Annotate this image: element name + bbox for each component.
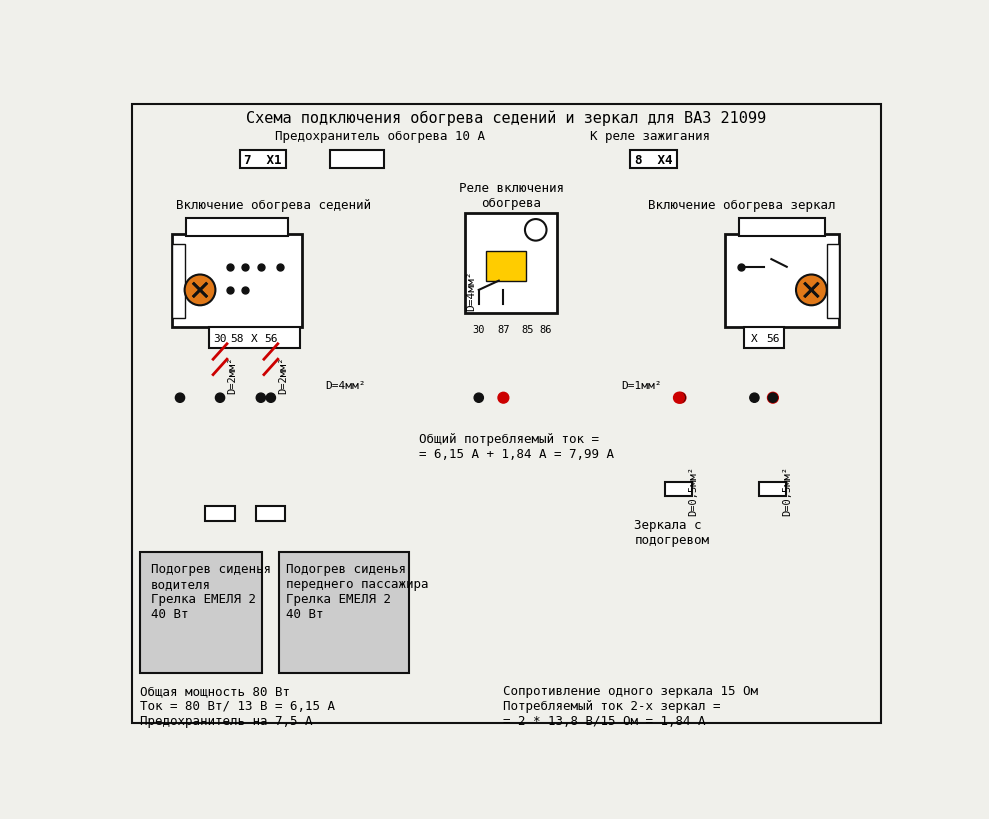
Circle shape <box>216 394 225 403</box>
Circle shape <box>185 275 216 306</box>
Circle shape <box>768 394 777 403</box>
Text: 56: 56 <box>766 333 779 343</box>
Text: Подогрев сиденья
водителя
Грелка ЕМЕЛЯ 2
40 Вт: Подогрев сиденья водителя Грелка ЕМЕЛЯ 2… <box>150 563 271 621</box>
Text: 8  Х4: 8 Х4 <box>635 153 673 166</box>
Bar <box>630 151 676 169</box>
Circle shape <box>175 394 185 403</box>
Bar <box>279 552 409 673</box>
Circle shape <box>474 394 484 403</box>
Text: 86: 86 <box>539 324 552 334</box>
Text: Общая мощность 80 Вт
Ток = 80 Вт/ 13 В = 6,15 А
Предохранитель на 7,5 А: Общая мощность 80 Вт Ток = 80 Вт/ 13 В =… <box>140 685 335 727</box>
Bar <box>330 151 384 169</box>
Text: Реле включения
обогрева: Реле включения обогрева <box>459 182 564 210</box>
Text: D=4мм²: D=4мм² <box>325 381 366 391</box>
Bar <box>623 559 703 618</box>
Text: Зеркала с
подогревом: Зеркала с подогревом <box>634 518 709 546</box>
Bar <box>666 483 692 496</box>
Circle shape <box>768 394 777 403</box>
Text: 87: 87 <box>497 324 509 334</box>
Text: Включение обогрева седений: Включение обогрева седений <box>176 199 371 212</box>
Text: Включение обогрева зеркал: Включение обогрева зеркал <box>648 199 836 212</box>
Bar <box>744 328 783 349</box>
Circle shape <box>674 393 684 404</box>
Circle shape <box>675 393 686 404</box>
Bar <box>140 552 262 673</box>
Text: 7  Х1: 7 Х1 <box>244 153 282 166</box>
Bar <box>725 235 839 328</box>
Circle shape <box>266 394 276 403</box>
Text: Общий потребляемый ток =
= 6,15 А + 1,84 А = 7,99 А: Общий потребляемый ток = = 6,15 А + 1,84… <box>418 432 614 461</box>
Text: Х: Х <box>250 333 257 343</box>
Bar <box>210 328 300 349</box>
Text: 30: 30 <box>214 333 226 343</box>
Text: Сопротивление одного зеркала 15 Ом
Потребляемый ток 2-х зеркал =
= 2 * 13,8 В/15: Сопротивление одного зеркала 15 Ом Потре… <box>503 685 759 727</box>
Text: Предохранитель обогрева 10 А: Предохранитель обогрева 10 А <box>275 130 486 143</box>
Text: 30: 30 <box>473 324 485 334</box>
Text: Схема подключения обогрева седений и зеркал для ВАЗ 21099: Схема подключения обогрева седений и зер… <box>246 111 766 126</box>
Circle shape <box>750 394 759 403</box>
Bar <box>240 151 286 169</box>
Text: D=2мм²: D=2мм² <box>279 356 289 394</box>
Text: D=4мм²: D=4мм² <box>466 270 476 310</box>
Text: D=2мм²: D=2мм² <box>227 356 237 394</box>
Text: D=0,5мм²: D=0,5мм² <box>688 465 698 515</box>
Circle shape <box>768 394 777 403</box>
Text: Х: Х <box>751 333 758 343</box>
Bar <box>727 559 808 618</box>
Circle shape <box>256 394 265 403</box>
Bar <box>827 244 839 319</box>
Bar <box>256 506 286 521</box>
Text: 56: 56 <box>264 333 278 343</box>
Circle shape <box>525 219 547 242</box>
Text: D=0,5мм²: D=0,5мм² <box>782 465 792 515</box>
Bar <box>739 218 825 237</box>
Bar <box>172 244 185 319</box>
Bar <box>186 218 288 237</box>
Text: Подогрев сиденья
переднего пассажира
Грелка ЕМЕЛЯ 2
40 Вт: Подогрев сиденья переднего пассажира Гре… <box>286 563 429 621</box>
Text: 58: 58 <box>230 333 243 343</box>
Circle shape <box>675 394 685 403</box>
Circle shape <box>796 275 827 306</box>
Text: 85: 85 <box>522 324 534 334</box>
Circle shape <box>498 393 508 404</box>
Text: D=1мм²: D=1мм² <box>622 381 663 391</box>
Bar <box>760 483 786 496</box>
Bar <box>487 252 526 281</box>
Bar <box>172 235 302 328</box>
Bar <box>465 214 557 314</box>
Text: К реле зажигания: К реле зажигания <box>589 130 710 143</box>
Circle shape <box>767 393 778 404</box>
Bar <box>206 506 234 521</box>
